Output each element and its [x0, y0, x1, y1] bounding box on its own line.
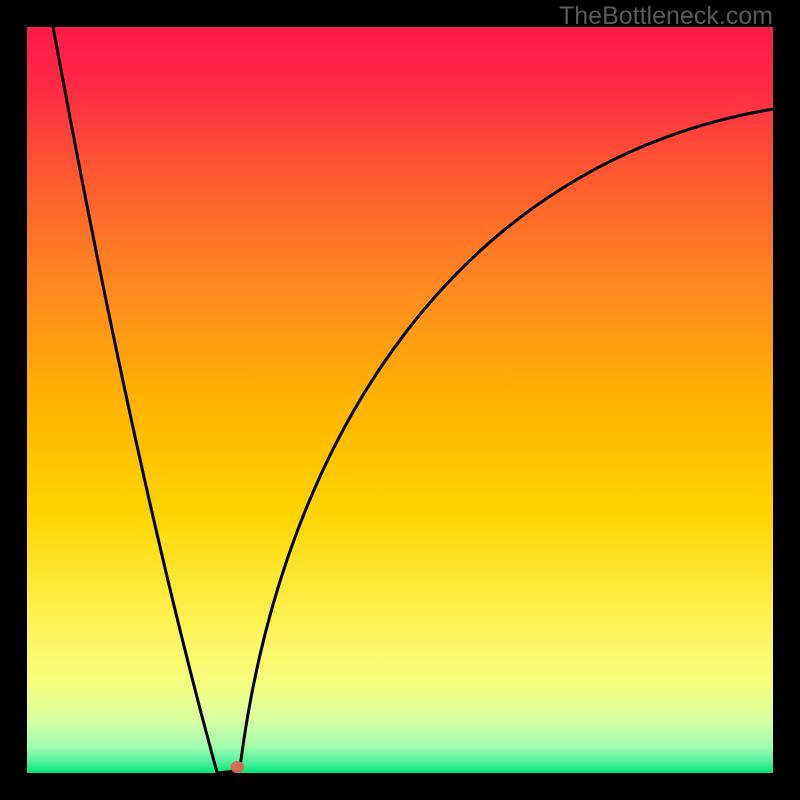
chart-stage: TheBottleneck.com — [0, 0, 800, 800]
minimum-marker — [230, 761, 244, 773]
bottleneck-curve — [53, 27, 773, 773]
curve-overlay — [27, 27, 773, 773]
plot-area — [27, 27, 773, 773]
watermark-text: TheBottleneck.com — [559, 2, 773, 31]
